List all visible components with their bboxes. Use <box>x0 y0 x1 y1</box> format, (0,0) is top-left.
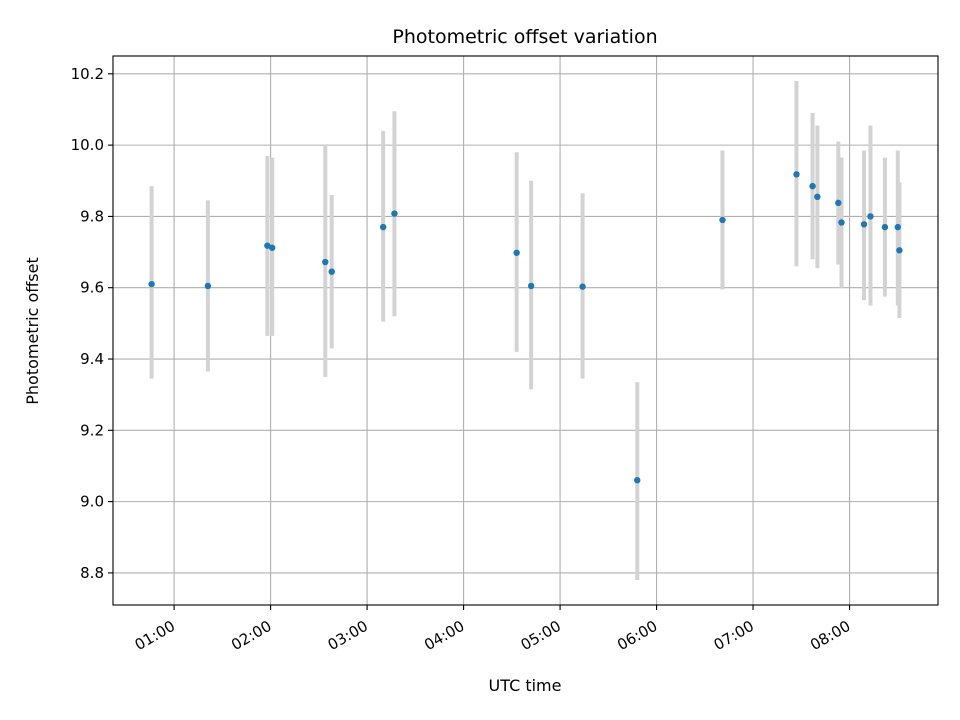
data-point <box>719 216 726 224</box>
data-point <box>148 280 155 288</box>
data-point <box>269 244 276 251</box>
data-point <box>579 283 586 290</box>
x-axis-label: UTC time <box>489 676 562 695</box>
data-point <box>527 282 535 290</box>
data-point <box>835 199 842 207</box>
data-point <box>881 223 889 231</box>
y-tick-label: 9.4 <box>80 350 104 368</box>
data-point <box>793 171 800 178</box>
chart-title: Photometric offset variation <box>392 26 657 48</box>
data-point <box>860 221 868 228</box>
y-tick-label: 9.8 <box>80 207 104 225</box>
data-point <box>379 223 387 231</box>
data-point <box>264 242 271 249</box>
data-point <box>838 219 845 226</box>
grid <box>113 56 938 605</box>
y-tick-label: 9.2 <box>80 421 104 439</box>
data-point <box>809 182 816 190</box>
y-tick-label: 9.6 <box>80 279 104 297</box>
y-axis-label: Photometric offset <box>23 257 42 405</box>
y-tick-label: 10.0 <box>71 136 104 154</box>
data-point <box>204 282 212 290</box>
plot-frame <box>112 55 939 606</box>
data-point <box>634 477 641 484</box>
data-point <box>328 268 335 275</box>
y-tick-label: 9.0 <box>80 493 104 511</box>
data-points <box>148 171 903 484</box>
y-tick-label: 8.8 <box>80 564 104 582</box>
data-point <box>513 249 520 256</box>
data-point <box>896 247 903 254</box>
data-point <box>867 213 874 220</box>
data-point <box>391 210 398 217</box>
data-point <box>814 193 821 201</box>
data-point <box>322 258 329 266</box>
data-point <box>894 223 901 231</box>
y-tick-label: 10.2 <box>71 65 104 83</box>
